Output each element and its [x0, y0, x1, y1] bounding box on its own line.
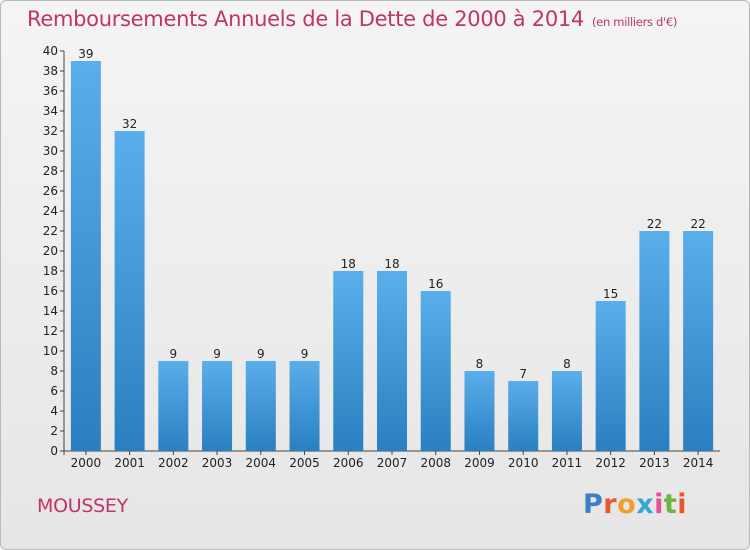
bar-value-label: 8 [476, 357, 484, 371]
bar-value-label: 9 [301, 347, 309, 361]
x-tick-label: 2005 [289, 456, 320, 470]
y-tick-label: 2 [50, 424, 58, 438]
y-tick-label: 32 [43, 124, 58, 138]
bar [202, 361, 233, 451]
logo-letter: i [654, 489, 664, 520]
x-tick-label: 2014 [683, 456, 714, 470]
bar [333, 271, 364, 451]
chart-bars: 39 32 9 9 9 9 18 18 16 8 7 8 15 22 22 [70, 47, 714, 451]
y-tick-label: 26 [43, 184, 58, 198]
x-tick-label: 2009 [464, 456, 495, 470]
x-tick-label: 2002 [158, 456, 189, 470]
bar-value-label: 7 [519, 367, 527, 381]
x-tick-label: 2012 [595, 456, 626, 470]
bar [158, 361, 189, 451]
bar-value-label: 9 [213, 347, 221, 361]
chart-unit: (en milliers d'€) [592, 15, 678, 29]
y-tick-label: 34 [43, 104, 58, 118]
bar-value-label: 18 [384, 257, 399, 271]
y-tick-label: 30 [43, 144, 58, 158]
x-tick-label: 2004 [246, 456, 277, 470]
x-tick-label: 2013 [639, 456, 670, 470]
bar [595, 301, 626, 451]
logo-letter: o [617, 489, 637, 520]
logo-letter: P [583, 489, 604, 520]
bar [114, 131, 145, 451]
y-tick-label: 4 [50, 404, 58, 418]
bar [551, 371, 582, 451]
bar [639, 231, 670, 451]
y-tick-label: 0 [50, 444, 58, 458]
y-tick-label: 8 [50, 364, 58, 378]
logo-letter: r [603, 489, 618, 520]
chart-title: Remboursements Annuels de la Dette de 20… [27, 7, 677, 31]
y-tick-label: 22 [43, 224, 58, 238]
y-tick-label: 28 [43, 164, 58, 178]
bar-value-label: 18 [341, 257, 356, 271]
logo-letter: i [677, 489, 688, 520]
bar [508, 381, 539, 451]
bar [377, 271, 407, 451]
bar-value-label: 9 [257, 347, 265, 361]
logo-letter: t [663, 489, 678, 520]
bar-value-label: 16 [428, 277, 443, 291]
x-tick-label: 2003 [202, 456, 233, 470]
bar-value-label: 22 [690, 217, 705, 231]
y-tick-label: 14 [43, 304, 58, 318]
y-tick-label: 36 [43, 84, 58, 98]
y-tick-label: 38 [43, 64, 58, 78]
x-tick-label: 2008 [420, 456, 451, 470]
proxiti-logo: Proxiti [583, 489, 687, 520]
logo-letter: x [636, 489, 655, 520]
x-tick-label: 2006 [333, 456, 364, 470]
x-tick-label: 2011 [552, 456, 583, 470]
bar [683, 231, 714, 451]
bar-value-label: 32 [122, 117, 137, 131]
y-tick-label: 20 [43, 244, 58, 258]
y-tick-label: 10 [43, 344, 58, 358]
x-tick-label: 2010 [508, 456, 539, 470]
bar [289, 361, 320, 451]
y-tick-label: 12 [43, 324, 58, 338]
y-tick-label: 18 [43, 264, 58, 278]
chart-axes: 0246810121416182022242628303234363840200… [43, 44, 720, 470]
y-tick-label: 16 [43, 284, 58, 298]
y-tick-label: 6 [50, 384, 58, 398]
bar-value-label: 15 [603, 287, 618, 301]
bar-value-label: 22 [647, 217, 662, 231]
bar [245, 361, 276, 451]
x-tick-label: 2001 [114, 456, 145, 470]
bar-value-label: 9 [170, 347, 178, 361]
bar [464, 371, 495, 451]
x-tick-label: 2007 [377, 456, 408, 470]
bar-value-label: 39 [78, 47, 93, 61]
y-tick-label: 24 [43, 204, 58, 218]
bar [70, 61, 101, 451]
chart-title-text: Remboursements Annuels de la Dette de 20… [27, 7, 584, 31]
city-name: MOUSSEY [37, 495, 128, 517]
y-tick-label: 40 [43, 44, 58, 58]
bar [420, 291, 451, 451]
x-tick-label: 2000 [71, 456, 102, 470]
bar-value-label: 8 [563, 357, 571, 371]
